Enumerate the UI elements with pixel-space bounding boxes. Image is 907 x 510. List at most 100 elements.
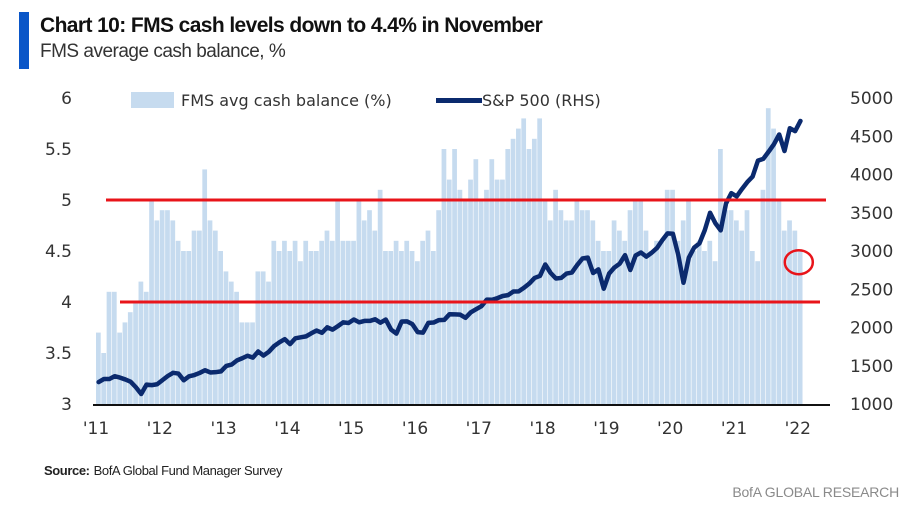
- bar: [276, 251, 282, 404]
- bar: [601, 251, 606, 404]
- bar: [500, 179, 505, 404]
- source-note: Source: BofA Global Fund Manager Survey: [44, 463, 283, 478]
- bar: [154, 220, 160, 404]
- bar: [319, 240, 325, 404]
- bar: [96, 332, 101, 404]
- bar: [797, 251, 803, 404]
- bar: [117, 332, 122, 404]
- bar: [133, 302, 138, 404]
- bar: [744, 210, 750, 404]
- bar: [446, 179, 452, 404]
- title-accent-bar: [19, 12, 29, 69]
- bar: [521, 118, 527, 405]
- chart-title: Chart 10: FMS cash levels down to 4.4% i…: [40, 14, 543, 37]
- bar: [287, 251, 293, 404]
- y-left-tick-label: 3: [61, 395, 72, 415]
- bar: [792, 230, 798, 404]
- bar: [563, 220, 569, 404]
- bar: [510, 138, 516, 405]
- bar: [617, 230, 622, 404]
- x-tick-label: '15: [338, 419, 364, 439]
- bar: [526, 149, 532, 404]
- bar: [771, 128, 776, 404]
- bar: [734, 220, 739, 404]
- bar: [765, 108, 771, 404]
- bar: [255, 271, 261, 404]
- bar: [260, 271, 266, 404]
- bar: [138, 281, 144, 404]
- bar: [377, 189, 383, 404]
- bar: [654, 240, 659, 404]
- bar: [670, 189, 675, 404]
- bar: [175, 240, 181, 404]
- bar: [569, 220, 574, 404]
- bar: [436, 210, 441, 404]
- bar: [425, 230, 431, 404]
- y-right-tick-label: 1000: [850, 395, 893, 415]
- bar: [606, 251, 612, 404]
- bar: [165, 210, 170, 404]
- x-tick-label: '13: [210, 419, 236, 439]
- bar: [441, 149, 447, 404]
- threshold-lines: [106, 198, 826, 304]
- legend: FMS avg cash balance (%) S&P 500 (RHS): [131, 91, 601, 110]
- bar: [127, 312, 133, 404]
- bar: [749, 251, 755, 404]
- latest-reading-circle: [783, 248, 815, 276]
- annotations: [783, 248, 815, 276]
- bar: [202, 169, 208, 404]
- y-right-tick-label: 2500: [850, 280, 893, 300]
- bar: [250, 322, 255, 404]
- y-right-tick-label: 2000: [850, 319, 893, 339]
- bar: [106, 291, 112, 404]
- bar: [239, 322, 245, 404]
- y-left-tick-label: 3.5: [45, 344, 72, 364]
- bar: [702, 251, 707, 404]
- bar: [313, 251, 319, 404]
- y-right-tick-label: 3000: [850, 242, 893, 262]
- bar: [292, 240, 298, 404]
- bar-series-fms-cash: [96, 108, 803, 405]
- legend-label-fms-cash: FMS avg cash balance (%): [181, 91, 392, 110]
- bar: [643, 230, 649, 404]
- bar: [590, 220, 596, 404]
- y-right-tick-label: 4500: [850, 127, 893, 147]
- x-tick-label: '17: [466, 419, 492, 439]
- bar: [170, 220, 176, 404]
- legend-swatch-fms-cash: [131, 92, 174, 108]
- bar: [707, 240, 713, 404]
- bar: [351, 240, 356, 404]
- y-left-tick-label: 5.5: [45, 140, 72, 160]
- bar: [298, 261, 303, 404]
- bar: [739, 230, 745, 404]
- footer-brand: BofA GLOBAL RESEARCH: [732, 484, 899, 500]
- bar: [111, 291, 117, 404]
- x-tick-label: '18: [529, 419, 555, 439]
- bar: [558, 210, 564, 404]
- bar: [191, 230, 197, 404]
- y-left-tick-label: 4.5: [45, 242, 72, 262]
- line-series-sp500: [96, 118, 803, 397]
- bar: [266, 281, 271, 404]
- bar: [234, 291, 239, 404]
- x-tick-label: '12: [147, 419, 173, 439]
- bar: [553, 189, 558, 404]
- legend-label-sp500: S&P 500 (RHS): [482, 91, 601, 110]
- bar: [122, 322, 128, 404]
- bar: [595, 240, 601, 404]
- bar: [516, 128, 521, 404]
- y-left-tick-label: 5: [61, 191, 72, 211]
- bar: [680, 220, 686, 404]
- bar: [494, 179, 500, 404]
- x-tick-label: '14: [274, 419, 300, 439]
- bar: [223, 271, 229, 404]
- y-left-tick-label: 4: [61, 293, 72, 313]
- sp500-line: [96, 118, 803, 397]
- bar: [367, 210, 372, 404]
- x-tick-label: '11: [83, 419, 109, 439]
- x-tick-label: '22: [785, 419, 811, 439]
- axes: 3 3.5 4 4.5 5 5.5 6 1000 1500 2000 2500 3000 3500 400…: [45, 89, 893, 439]
- source-label: Source:: [44, 463, 90, 478]
- bar: [303, 240, 309, 404]
